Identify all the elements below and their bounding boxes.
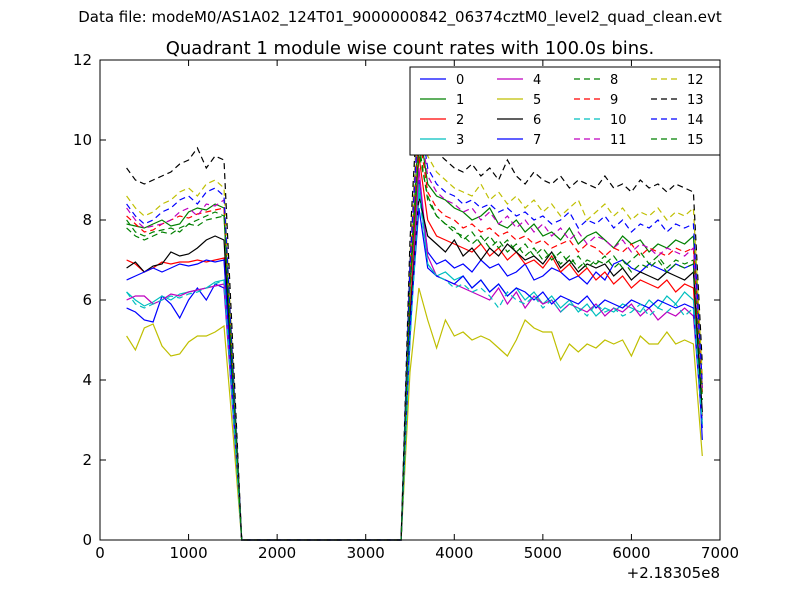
legend-label-3: 3 [456,133,464,148]
series-line-15 [126,143,703,541]
y-tick-label: 10 [73,131,92,149]
series-line-5 [126,287,703,541]
series-line-2 [126,155,703,541]
series-line-7 [126,207,703,541]
legend-label-5: 5 [533,93,541,108]
chart-title: Quadrant 1 module wise count rates with … [166,38,655,59]
series-line-8 [126,151,703,541]
legend-label-15: 15 [687,133,704,148]
series-line-9 [126,131,703,541]
x-tick-label: 0 [95,544,105,562]
x-offset-label: +2.18305e8 [627,564,720,582]
series-line-0 [126,179,703,541]
y-tick-label: 2 [82,451,92,469]
legend-label-6: 6 [533,113,541,128]
series-line-10 [126,191,703,541]
legend-label-4: 4 [533,73,541,88]
y-tick-label: 4 [82,371,92,389]
series-line-13 [126,79,703,541]
legend-label-8: 8 [610,73,618,88]
legend-label-11: 11 [610,133,627,148]
y-tick-label: 12 [73,51,92,69]
x-tick-label: 1000 [169,544,207,562]
legend-label-12: 12 [687,73,704,88]
x-tick-label: 7000 [701,544,739,562]
legend-label-14: 14 [687,113,704,128]
series-line-12 [126,91,703,541]
legend-label-9: 9 [610,93,618,108]
x-tick-label: 3000 [347,544,385,562]
x-tick-label: 6000 [612,544,650,562]
y-tick-label: 0 [82,531,92,549]
legend-label-13: 13 [687,93,704,108]
series-line-14 [126,107,703,541]
series-line-11 [126,115,703,541]
legend-label-2: 2 [456,113,464,128]
figure-suptitle: Data file: modeM0/AS1A02_124T01_90000008… [78,8,722,26]
x-tick-label: 2000 [258,544,296,562]
x-tick-label: 4000 [435,544,473,562]
y-tick-label: 6 [82,291,92,309]
legend-frame [409,66,721,156]
series-layer [126,79,703,541]
series-line-6 [126,195,703,541]
x-tick-label: 5000 [524,544,562,562]
legend-label-7: 7 [533,133,541,148]
legend-label-1: 1 [456,93,464,108]
legend-label-10: 10 [610,113,627,128]
y-tick-label: 8 [82,211,92,229]
series-line-4 [126,167,703,541]
legend-label-0: 0 [456,73,464,88]
